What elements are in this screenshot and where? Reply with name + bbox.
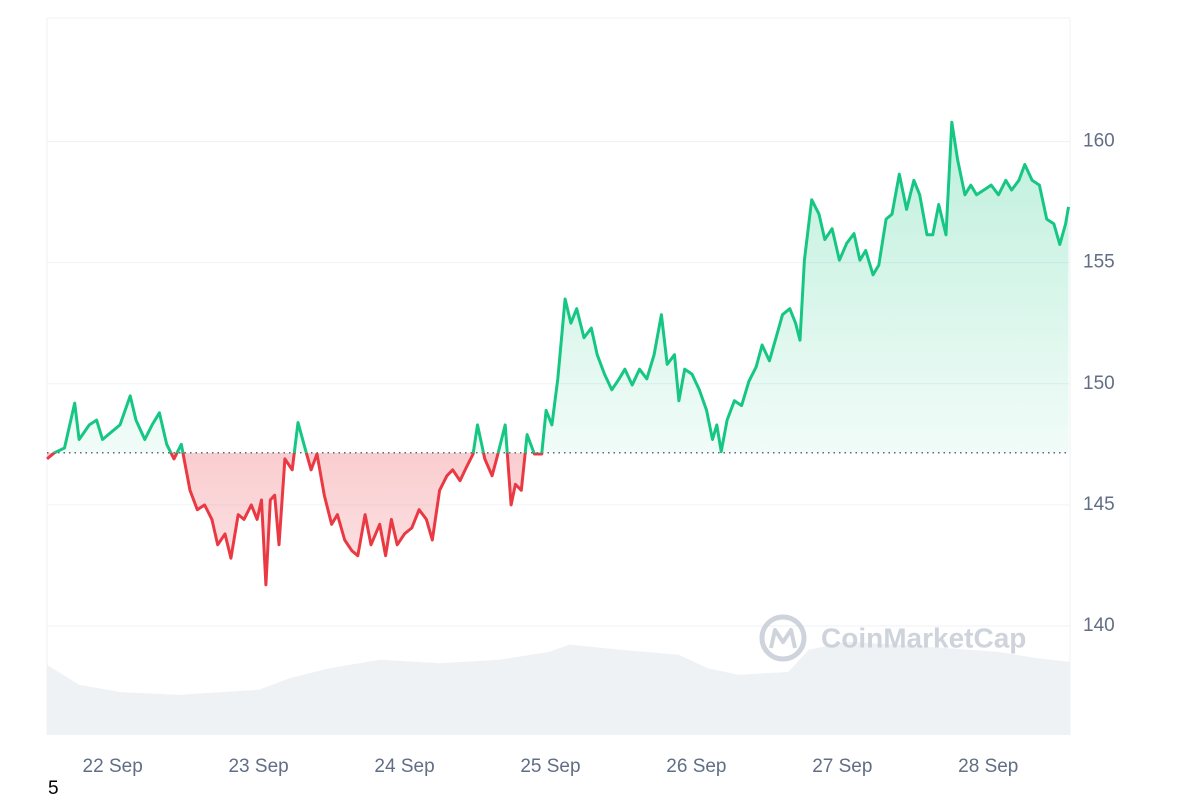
plot-frame	[46, 17, 1071, 735]
x-tick-label: 25 Sep	[520, 756, 580, 777]
price-area	[47, 122, 1069, 585]
x-tick-label: 23 Sep	[228, 756, 288, 777]
watermark-text: CoinMarketCap	[821, 622, 1026, 653]
x-tick-label: 22 Sep	[83, 756, 143, 777]
y-tick-label: 140	[1083, 615, 1115, 636]
x-tick-label: 24 Sep	[374, 756, 434, 777]
watermark: CoinMarketCap	[759, 614, 1026, 662]
x-tick-label: 28 Sep	[958, 756, 1018, 777]
x-tick-label: 26 Sep	[666, 756, 726, 777]
y-tick-label: 160	[1083, 131, 1115, 152]
y-tick-label: 155	[1083, 252, 1115, 273]
x-tick-label: 27 Sep	[812, 756, 872, 777]
y-tick-label: 145	[1083, 494, 1115, 515]
volume-area	[47, 641, 1070, 735]
price-line	[46, 120, 1070, 587]
corner-label: 5	[48, 778, 59, 799]
y-tick-label: 150	[1083, 373, 1115, 394]
